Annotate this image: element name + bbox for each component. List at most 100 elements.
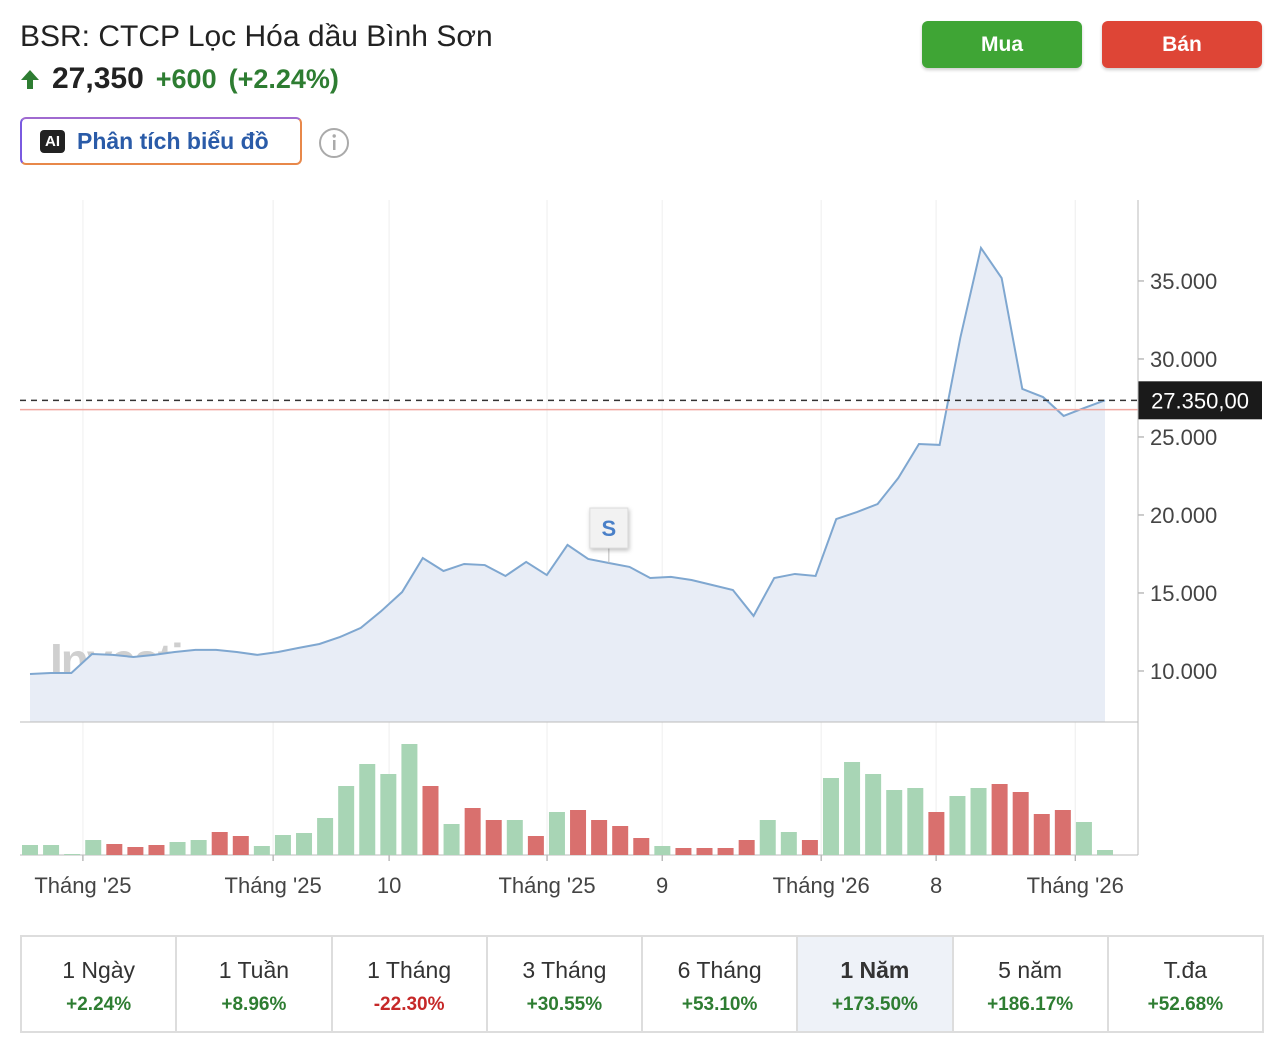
- volume-bar: [43, 845, 60, 855]
- price-area: [30, 247, 1105, 722]
- volume-bar: [253, 846, 270, 855]
- period-label: 1 Tháng: [367, 957, 452, 983]
- volume-bar: [127, 847, 144, 855]
- volume-bar: [401, 744, 418, 855]
- volume-bar: [64, 854, 81, 855]
- volume-bar: [190, 840, 207, 855]
- volume-bar: [380, 774, 397, 855]
- y-tick-label: 20.000: [1150, 503, 1217, 528]
- buy-button[interactable]: Mua: [922, 21, 1082, 68]
- volume-bar: [822, 778, 839, 855]
- price-line: [29, 245, 1106, 675]
- volume-bar: [232, 836, 249, 855]
- volume-bar: [612, 826, 629, 855]
- period-tab[interactable]: 1 Năm +173.50%: [798, 937, 954, 1031]
- period-tab[interactable]: T.đa +52.68%: [1109, 937, 1262, 1031]
- volume-bar: [591, 820, 608, 855]
- volume-bar: [907, 788, 924, 855]
- period-tab[interactable]: 1 Ngày +2.24%: [22, 937, 178, 1031]
- period-tab[interactable]: 1 Tuần +8.96%: [177, 937, 333, 1031]
- volume-bar: [359, 764, 376, 855]
- x-tick-label: Tháng '25: [225, 873, 322, 898]
- volume-bar: [1075, 822, 1092, 855]
- volume-bar: [928, 812, 945, 855]
- period-tab[interactable]: 3 Tháng +30.55%: [488, 937, 643, 1031]
- x-tick-label: 10: [377, 873, 401, 898]
- info-icon[interactable]: [318, 127, 350, 159]
- period-change: +173.50%: [831, 994, 918, 1015]
- up-arrow: [21, 70, 39, 89]
- x-tick-label: Tháng '26: [1027, 873, 1124, 898]
- last-price-box: [1138, 381, 1262, 420]
- volume-bar: [548, 812, 565, 855]
- volume-bar: [675, 848, 692, 855]
- price: 27,350: [52, 62, 144, 95]
- y-tick-label: 35.000: [1150, 269, 1217, 294]
- volume-bar: [886, 790, 903, 855]
- volume-bar: [464, 808, 481, 855]
- period-tabs: 1 Ngày +2.24% 1 Tuần +8.96% 1 Tháng -22.30% 3 …: [20, 935, 1264, 1033]
- period-tab[interactable]: 1 Tháng -22.30%: [333, 937, 488, 1031]
- volume-bar: [274, 835, 291, 855]
- period-tab[interactable]: 5 năm +186.17%: [954, 937, 1109, 1031]
- volume-bar: [717, 848, 734, 855]
- volume-bar: [296, 833, 313, 855]
- x-tick-label: 9: [656, 873, 668, 898]
- volume-bar: [759, 820, 776, 855]
- period-change: +52.68%: [1147, 994, 1224, 1015]
- x-tick-label: Tháng '25: [34, 873, 131, 898]
- period-label: 1 Tuần: [218, 957, 290, 983]
- volume-bar: [443, 824, 460, 855]
- x-tick-label: 8: [930, 873, 942, 898]
- period-label: 1 Ngày: [62, 957, 136, 983]
- volume-bar: [22, 845, 38, 855]
- volume-bar: [738, 840, 755, 855]
- volume-bar: [570, 810, 587, 855]
- price-row: 27,350 +600 (+2.24%): [20, 62, 339, 96]
- volume-bar: [970, 788, 987, 855]
- period-change: +30.55%: [526, 994, 603, 1015]
- volume-bar: [1033, 814, 1050, 855]
- volume-bar: [106, 844, 123, 855]
- period-change: +8.96%: [221, 994, 287, 1015]
- volume-bar: [949, 796, 966, 855]
- period-change: -22.30%: [373, 994, 445, 1015]
- volume-bar: [527, 836, 544, 855]
- volume-bar: [844, 762, 861, 855]
- period-label: 1 Năm: [840, 957, 910, 983]
- volume-bar: [801, 840, 818, 855]
- volume-bar: [1054, 810, 1071, 855]
- volume-bar: [169, 842, 186, 855]
- chart: Tháng '25 Tháng '25 10 Tháng '25 9 Tháng '26 8…: [20, 200, 1262, 898]
- volume-bar: [506, 820, 523, 855]
- volume-bar: [338, 786, 355, 855]
- volume-bar: [148, 845, 165, 855]
- change-pct: (+2.24%): [228, 63, 339, 94]
- period-tab[interactable]: 6 Tháng +53.10%: [643, 937, 799, 1031]
- ai-label: Phân tích biểu đồ: [77, 127, 269, 154]
- volume-bar: [317, 818, 334, 855]
- volume-bar: [780, 832, 797, 855]
- period-label: 3 Tháng: [522, 957, 607, 983]
- volume-bar: [654, 846, 671, 855]
- volume-bar: [422, 786, 439, 855]
- marker-box: [589, 507, 629, 549]
- volume-bar: [991, 784, 1008, 855]
- period-change: +186.17%: [987, 994, 1074, 1015]
- sell-button[interactable]: Bán: [1102, 21, 1262, 68]
- volume-bar: [85, 840, 102, 855]
- ai-icon: AI: [40, 129, 65, 153]
- volume-bar: [211, 832, 228, 855]
- period-change: +53.10%: [681, 994, 758, 1015]
- title: BSR: CTCP Lọc Hóa dầu Bình Sơn: [20, 20, 493, 53]
- marker-label: S: [602, 516, 617, 541]
- x-tick-label: Tháng '26: [773, 873, 870, 898]
- period-label: 6 Tháng: [677, 957, 762, 983]
- ai-button[interactable]: AI Phân tích biểu đồ: [20, 117, 302, 165]
- period-change: +2.24%: [66, 994, 132, 1015]
- y-tick-label: 25.000: [1150, 425, 1217, 450]
- change: +600: [155, 63, 217, 94]
- last-price-label: 27.350,00: [1151, 388, 1249, 413]
- volume-bar: [633, 838, 650, 855]
